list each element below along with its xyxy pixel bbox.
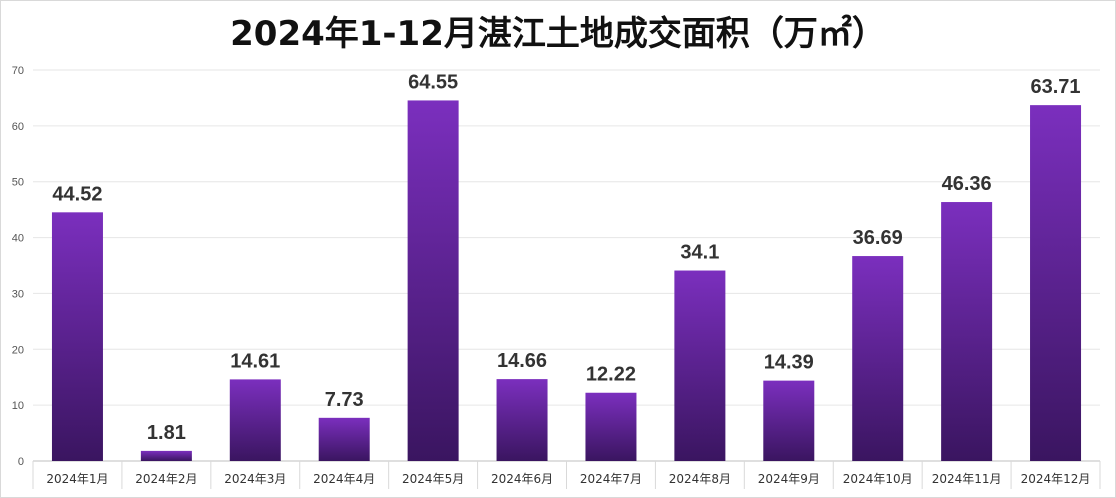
bar-10 bbox=[852, 256, 904, 461]
y-tick-label: 70 bbox=[12, 65, 24, 77]
data-label: 12.22 bbox=[586, 364, 636, 386]
chart-title: 2024年1-12月湛江土地成交面积（万㎡） bbox=[230, 14, 886, 54]
data-label: 44.52 bbox=[52, 183, 102, 205]
bar-9 bbox=[763, 380, 815, 461]
x-axis: 2024年1月 2024年2月 2024年3月 2024年4月 2024年5月 2024年… bbox=[32, 461, 1101, 489]
data-label: 14.61 bbox=[230, 350, 280, 372]
bar-1 bbox=[51, 212, 103, 461]
y-tick-label: 30 bbox=[12, 288, 24, 300]
y-tick-label: 60 bbox=[12, 121, 24, 133]
x-tick-label: 2024年12月 bbox=[1021, 472, 1091, 486]
data-label: 7.73 bbox=[325, 389, 364, 411]
data-label: 63.71 bbox=[1031, 76, 1081, 98]
x-tick-label: 2024年8月 bbox=[669, 472, 731, 486]
y-tick-label: 10 bbox=[12, 400, 24, 412]
bar-8 bbox=[674, 270, 726, 461]
data-label: 34.1 bbox=[680, 242, 719, 264]
y-tick-label: 40 bbox=[12, 233, 24, 245]
x-tick-label: 2024年5月 bbox=[402, 472, 464, 486]
bar-3 bbox=[229, 379, 281, 461]
y-tick-label: 0 bbox=[18, 456, 24, 468]
bar-7 bbox=[585, 392, 637, 461]
x-tick-label: 2024年2月 bbox=[135, 472, 197, 486]
y-axis: 0 10 20 30 40 50 60 70 bbox=[12, 65, 24, 468]
bar-12 bbox=[1030, 105, 1082, 461]
x-tick-label: 2024年7月 bbox=[580, 472, 642, 486]
data-label: 14.66 bbox=[497, 350, 547, 372]
y-tick-label: 50 bbox=[12, 177, 24, 189]
data-label: 1.81 bbox=[147, 422, 186, 444]
data-label: 46.36 bbox=[942, 173, 992, 195]
data-label: 36.69 bbox=[853, 227, 903, 249]
x-tick-label: 2024年3月 bbox=[224, 472, 286, 486]
y-tick-label: 20 bbox=[12, 344, 24, 356]
bar-2 bbox=[140, 450, 192, 461]
data-labels: 44.52 1.81 14.61 7.73 64.55 14.66 12.22 34.1 14.… bbox=[52, 71, 1080, 443]
bar-6 bbox=[496, 379, 548, 461]
bar-5 bbox=[407, 100, 459, 462]
x-tick-label: 2024年10月 bbox=[843, 472, 913, 486]
bar-4 bbox=[318, 417, 370, 461]
gridlines bbox=[33, 69, 1100, 462]
x-tick-label: 2024年4月 bbox=[313, 472, 375, 486]
x-tick-label: 2024年11月 bbox=[932, 472, 1002, 486]
x-tick-label: 2024年1月 bbox=[46, 472, 108, 486]
data-label: 64.55 bbox=[408, 71, 458, 93]
bar-11 bbox=[941, 202, 993, 462]
bars bbox=[51, 100, 1082, 462]
x-tick-label: 2024年6月 bbox=[491, 472, 553, 486]
data-label: 14.39 bbox=[764, 352, 814, 374]
x-tick-label: 2024年9月 bbox=[758, 472, 820, 486]
